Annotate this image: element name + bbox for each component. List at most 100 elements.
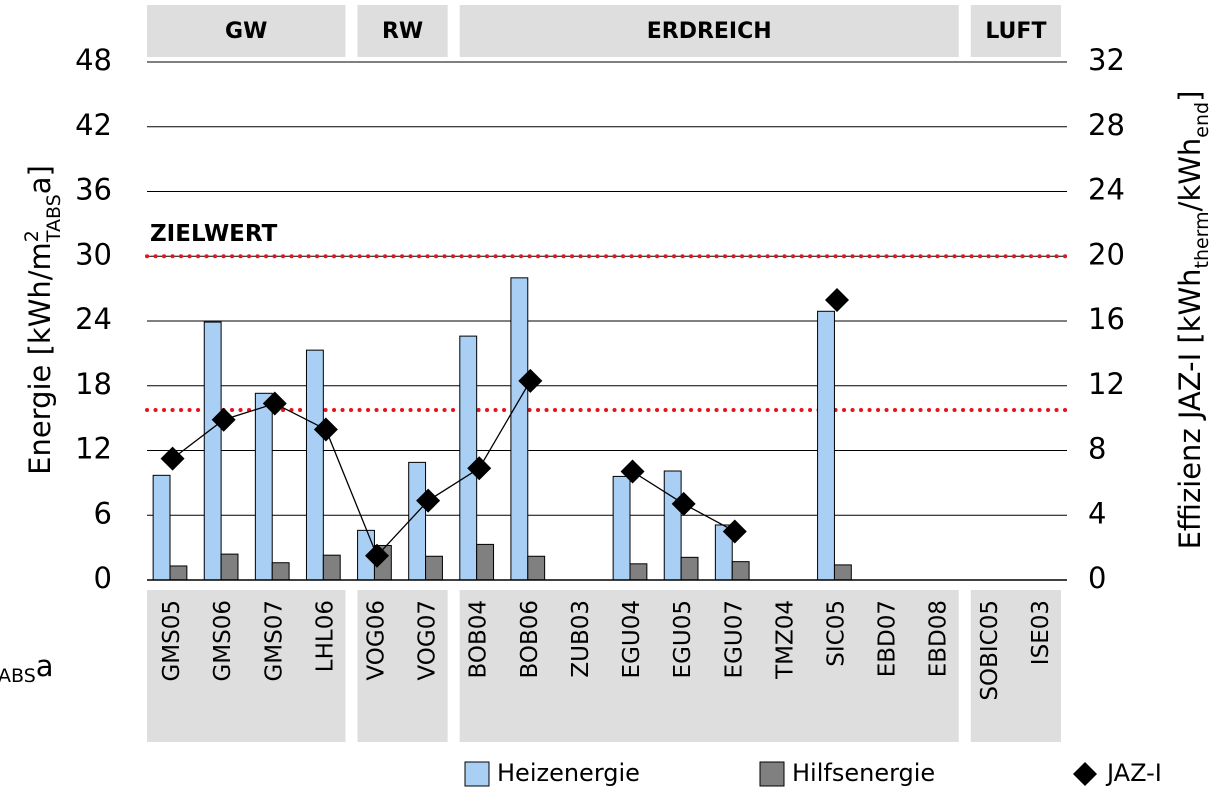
y-tick-label: 18 [75,367,112,401]
legend-label: Hilfsenergie [792,759,935,787]
bar [612,475,631,581]
y-axis-label-part: a] [23,165,57,194]
x-tick-label: EBD07 [875,600,901,677]
x-tick-label: SOBIC05 [977,600,1003,701]
y-tick-label: 48 [75,43,112,77]
bar [271,562,290,581]
marker [262,391,287,416]
y2-axis-label: Effizienz JAZ-I [kWhtherm/kWhend] [1173,91,1213,550]
x-tick-label: LHL06 [312,600,338,672]
legend-label: Heizenergie [497,759,640,787]
x-tick-label: VOG06 [364,600,390,681]
y-tick-label: 24 [75,302,112,336]
cut-off-label-sub: ABS [0,665,36,687]
bar [152,474,171,581]
group-label: RW [382,19,423,44]
y2-tick-label: 16 [1088,302,1125,336]
x-tick-label: GMS05 [159,600,185,682]
group-header-box [459,5,959,57]
group-label: LUFT [985,19,1046,44]
bar [833,564,852,581]
marker [671,491,696,516]
x-tick-label: TMZ04 [772,600,798,680]
bar [731,561,750,581]
y2-axis-label-part: ] [1173,91,1207,102]
x-tick-label: GMS07 [261,600,287,682]
y-axis-label-sub: TABS [43,194,65,243]
x-tick-label: GMS06 [210,600,236,682]
y-tick-label: 6 [94,496,112,530]
x-tick-label: BOB04 [466,600,492,679]
y2-tick-label: 12 [1088,367,1125,401]
group-header-box [357,5,448,57]
legend-label: JAZ-I [1105,759,1162,787]
marker [467,456,492,481]
group-header-box [147,5,346,57]
marker [365,543,389,568]
bar [220,553,239,581]
marker [518,368,543,393]
bar [254,392,273,581]
y-tick-label: 42 [75,108,112,142]
legend-swatch [1073,762,1097,786]
bar [408,461,427,581]
bar [663,470,682,581]
x-tick-label: ISE03 [1028,600,1054,665]
y2-axis-label-part: Effizienz JAZ-I [kWh [1173,268,1207,549]
y-tick-label: 36 [75,173,112,207]
x-tick-label: SIC05 [824,600,850,667]
y-axis-label-part: Energie [kWh/m [23,242,57,475]
legend-swatch [464,761,490,787]
bar [459,335,478,581]
y2-axis-label-part: /kWh [1173,138,1207,212]
reference-label: ZIELWERT [150,221,278,247]
group-label: GW [225,19,267,44]
bar [510,277,529,581]
cut-off-label-part: a [36,649,54,683]
group-footer-box [970,590,1061,742]
marker [722,519,747,544]
marker [620,459,645,484]
y2-tick-label: 28 [1088,108,1125,142]
y2-tick-label: 4 [1088,496,1106,530]
x-tick-label: EGU07 [721,600,747,678]
x-tick-label: EGU05 [670,600,696,678]
y2-axis-label-sub: end [1191,102,1213,138]
bar [322,554,341,581]
bar [425,555,443,581]
y-tick-label: 12 [75,432,112,466]
group-footer-box [147,590,346,742]
x-tick-label: ZUB03 [568,600,594,678]
bar [476,543,495,581]
cut-off-label: ABSa [0,649,54,687]
bar [817,310,835,581]
marker [416,488,441,513]
marker [211,407,236,432]
y2-tick-label: 20 [1088,237,1125,271]
marker [313,417,338,442]
y2-tick-label: 24 [1088,173,1125,207]
group-label: ERDREICH [647,19,772,44]
bar [680,556,699,581]
y-tick-label: 30 [75,237,112,271]
bar [169,565,188,581]
x-tick-label: BOB06 [517,600,543,679]
group-footer-box [459,590,959,742]
marker [160,446,185,471]
y-axis-label: Energie [kWh/m2TABSa] [21,165,65,475]
marker [825,287,849,312]
y2-axis-label-sub: therm [1191,211,1213,268]
y-tick-label: 0 [94,561,112,595]
x-tick-label: VOG07 [415,600,441,681]
y2-tick-label: 0 [1088,561,1106,595]
y2-tick-label: 8 [1088,432,1106,466]
bar [527,555,546,581]
y2-tick-label: 32 [1088,43,1125,77]
x-tick-label: EGU04 [619,600,645,678]
legend-swatch [759,761,785,787]
bar [203,321,222,581]
group-header-box [970,5,1061,57]
x-tick-label: EBD08 [926,600,952,677]
bar [629,563,648,581]
